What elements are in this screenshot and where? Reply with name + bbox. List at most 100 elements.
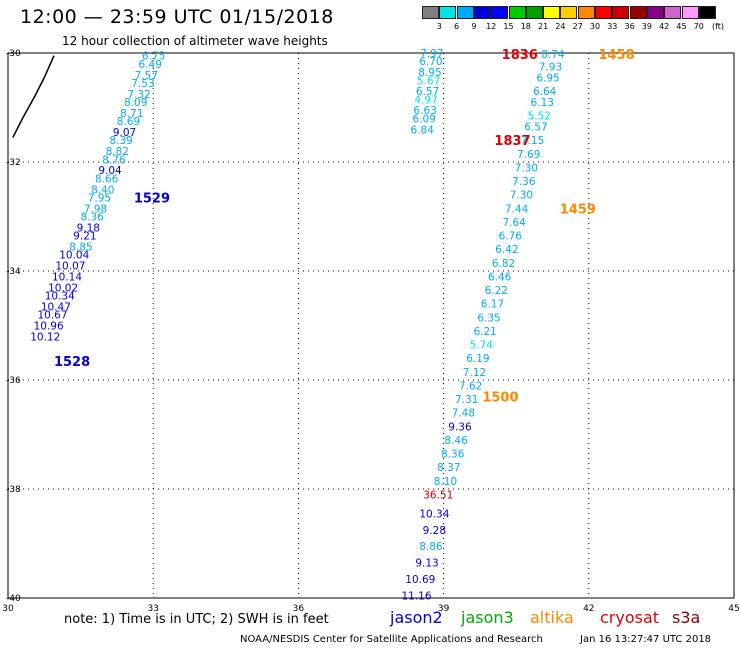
color-swatch [422, 6, 439, 19]
swh-value: 8.10 [434, 476, 457, 488]
swh-value: 8.85 [69, 241, 92, 253]
swh-value: 7.44 [505, 203, 529, 215]
swh-value: 10.47 [41, 301, 71, 313]
swh-value: 7.36 [512, 176, 536, 188]
swh-value: 7.57 [135, 70, 158, 82]
color-swatch [664, 6, 682, 19]
swh-value: 9.36 [448, 421, 472, 433]
color-swatch [577, 6, 595, 19]
swh-value: 8.39 [109, 135, 132, 147]
swh-value: 6.75 [142, 51, 165, 63]
swh-value: 8.86 [419, 541, 443, 553]
swh-value: 6.76 [499, 231, 523, 243]
swh-value: 6.84 [411, 124, 435, 136]
swh-value: 7.64 [502, 217, 526, 229]
swh-value: 6.09 [412, 113, 435, 125]
swh-value: 6.22 [485, 285, 508, 297]
swh-value: 8.66 [95, 173, 119, 185]
swh-value: 9.21 [73, 231, 96, 243]
swh-value: 8.36 [441, 449, 465, 461]
color-swatch [629, 6, 647, 19]
color-swatch [439, 6, 457, 19]
swh-value: 7.31 [455, 394, 478, 406]
color-scale-label: 18 [520, 22, 531, 31]
x-tick-label: 42 [583, 604, 594, 614]
color-scale-label: 70 [693, 22, 704, 31]
swh-value: 5.74 [470, 340, 494, 352]
color-swatch [612, 6, 630, 19]
swh-value: 9.18 [77, 222, 100, 234]
swh-value: 7.30 [510, 190, 533, 202]
color-scale-label: 9 [471, 22, 477, 31]
footer-note: note: 1) Time is in UTC; 2) SWH is in fe… [64, 612, 329, 627]
y-tick-label: -30 [6, 49, 21, 59]
color-scale-label: 6 [454, 22, 460, 31]
swh-value: 6.13 [531, 97, 554, 109]
color-scale-label: 24 [555, 22, 566, 31]
legend-altika: altika [530, 608, 574, 627]
time-label: 1459 [560, 202, 596, 217]
swh-value: 7.69 [517, 149, 540, 161]
color-scale-label: 45 [676, 22, 687, 31]
swh-value: 10.07 [55, 261, 85, 273]
swh-value: 8.82 [106, 146, 129, 158]
swh-value: 6.63 [413, 105, 436, 117]
swh-value: 9.04 [98, 165, 122, 177]
color-scale-label: 12 [486, 22, 497, 31]
color-scale-label: 15 [503, 22, 514, 31]
swh-value: 7.98 [84, 203, 107, 215]
color-swatch [560, 6, 578, 19]
swh-value: 36.51 [423, 489, 453, 501]
swh-value: 8.95 [418, 67, 441, 79]
x-tick-label: 33 [147, 604, 158, 614]
time-label: 1529 [134, 191, 170, 206]
swh-value: 9.07 [113, 127, 136, 139]
swh-value: 10.34 [45, 291, 75, 303]
swh-value: 6.49 [139, 59, 162, 71]
swh-value: 6.70 [419, 56, 442, 68]
plot-frame [7, 52, 735, 599]
swh-value: 8.74 [541, 49, 565, 61]
swh-value: 8.36 [80, 212, 104, 224]
time-label: 1837 [494, 134, 530, 149]
color-swatch [473, 6, 491, 19]
color-swatch [595, 6, 612, 19]
swh-value: 11.16 [401, 590, 431, 602]
color-swatch [543, 6, 561, 19]
x-tick-label: 36 [293, 604, 305, 614]
swh-value: 8.09 [124, 97, 147, 109]
time-label: 1500 [482, 390, 518, 405]
color-scale-label: 27 [572, 22, 583, 31]
swh-value: 7.53 [131, 78, 154, 90]
color-scale-label: 39 [641, 22, 652, 31]
color-scale-label: 3 [436, 22, 442, 31]
swh-value: 5.67 [417, 75, 440, 87]
swh-value: 6.95 [536, 73, 559, 85]
swh-value: 7.93 [539, 62, 562, 74]
chart-subtitle: 12 hour collection of altimeter wave hei… [62, 34, 328, 48]
swh-value: 6.82 [492, 258, 515, 270]
swh-value: 8.46 [444, 435, 468, 447]
swh-value: 9.13 [415, 558, 438, 570]
swh-value: 6.19 [466, 353, 489, 365]
color-scale-label: 30 [589, 22, 601, 31]
swh-value: 9.28 [423, 525, 446, 537]
swh-value: 7.30 [515, 162, 538, 174]
coastline [12, 55, 55, 138]
legend-s3a: s3a [672, 608, 701, 627]
color-swatch [646, 6, 664, 19]
swh-value: 6.64 [533, 86, 557, 98]
swh-value: 7.95 [88, 192, 111, 204]
swh-value: 8.71 [120, 108, 143, 120]
y-tick-label: -40 [6, 594, 21, 604]
x-tick-label: 39 [438, 604, 450, 614]
swh-value: 10.67 [37, 310, 67, 322]
swh-value: 10.34 [419, 509, 449, 521]
color-scale-label: 21 [538, 22, 549, 31]
swh-value: 8.69 [117, 116, 140, 128]
swh-value: 8.40 [91, 184, 114, 196]
generated-timestamp: Jan 16 13:27:47 UTC 2018 [580, 634, 712, 645]
swh-value: 7.12 [463, 367, 486, 379]
legend-jason2: jason2 [390, 608, 443, 627]
